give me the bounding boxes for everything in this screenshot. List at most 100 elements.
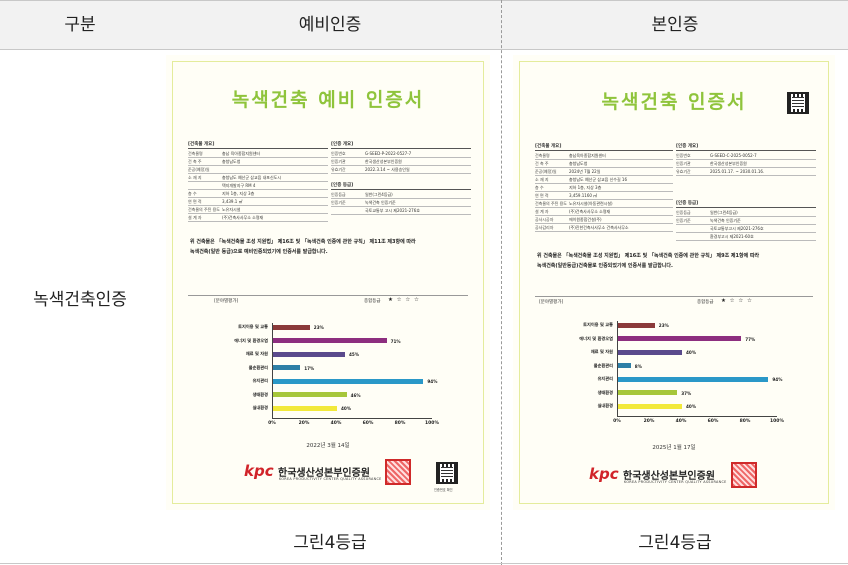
info-value: G-SEED-P-2022-0527-7	[365, 151, 412, 156]
certificate-frame	[519, 61, 829, 504]
certificate-frame	[172, 61, 484, 504]
info-value: 환경부고시 제2021-60호	[710, 234, 754, 239]
info-row: 소 재 지 충청남도 예산군 삽교읍 내포신도시	[188, 174, 328, 182]
category-label: 생태환경	[252, 391, 268, 397]
x-tick-label: 20%	[643, 418, 655, 424]
info-row: 건 축 주 충청남도청	[188, 158, 328, 166]
bar-value-label: 40%	[686, 404, 697, 409]
column-divider	[501, 0, 502, 565]
info-row: 층 수 지하 1층, 지상 3층	[535, 184, 673, 192]
info-key	[331, 207, 365, 214]
table-bottom-border	[0, 563, 848, 564]
info-value: 노유자시설	[222, 207, 241, 212]
info-key: 소 재 지	[188, 175, 202, 180]
bar	[273, 378, 424, 384]
main-grade: 그린4등급	[638, 533, 712, 553]
bar-value-label: 23%	[313, 325, 324, 330]
info-key: 공사시공자	[535, 217, 554, 222]
info-value: 충청남도청	[569, 161, 588, 166]
org-name-en: KOREA PRODUCTIVITY CENTER QUALITY ASSURA…	[279, 477, 382, 481]
info-value: 2022.3.14 ~ 사용승인일	[365, 167, 410, 172]
info-key: 공사감리자	[535, 225, 554, 230]
info-row: 유효기간 2022.3.14 ~ 사용승인일	[331, 166, 471, 174]
bar	[273, 392, 347, 397]
category-label: 실내환경	[252, 405, 268, 410]
header-prelim: 예비인증	[298, 15, 362, 35]
info-value: 국토교통부고시 제2021-276호	[710, 226, 764, 231]
bar	[618, 336, 742, 341]
info-value: 한국생산성본부인증원	[710, 161, 747, 166]
row-label: 녹색건축인증	[33, 290, 127, 310]
info-key: 소 재 지	[535, 177, 549, 182]
info-row: 국토교통부 고시 제2021-276호	[331, 207, 471, 215]
bar-value-label: 77%	[745, 336, 756, 342]
cert-info-title: [인증 개요]	[676, 143, 816, 151]
info-value: 일반(그린4등급)	[710, 210, 738, 215]
info-value: 충청남도 예산군 삽교읍 신수길 16	[569, 177, 628, 182]
info-key	[188, 182, 222, 189]
overall-grade-label: 종합등급	[697, 300, 714, 305]
info-key: 인증기준	[676, 218, 691, 223]
building-info-title: [건축물 개요]	[188, 141, 328, 149]
info-value: 2024년 7월 22일	[569, 169, 601, 174]
info-row: 인증번호 G-SEED-P-2022-0527-7	[331, 150, 471, 158]
bar-value-label: 40%	[341, 406, 352, 411]
info-key: 인증등급	[676, 210, 691, 215]
grade-info-title: [인증 등급]	[676, 200, 816, 208]
main-evaluation-chart: 토지이용 및 교통 23% 에너지 및 환경오염 77% 재료 및 자원 40% 물순환관리…	[513, 315, 835, 430]
section-label: [분야별평가]	[214, 299, 239, 304]
info-row: 유효기간 2025.01.17. ~ 2030.01.16.	[676, 168, 816, 176]
info-value: 충남육아종합지원센터	[569, 153, 606, 158]
header-category: 구분	[64, 15, 96, 35]
official-seal-icon	[385, 459, 411, 485]
info-key: 건축물의 주된 용도	[535, 201, 567, 206]
issue-date: 2022년 3월 14일	[306, 443, 350, 449]
grade-info-title: [인증 등급]	[331, 182, 471, 190]
prelim-evaluation-chart: 토지이용 및 교통 23% 에너지 및 환경오염 71% 재료 및 자원 45% 물순환관리…	[166, 317, 490, 432]
x-tick-label: 20%	[298, 420, 310, 426]
building-info: [건축물 개요] 건축물명 충남 육아종합지원센터 건 축 주 충청남도청 준공(예정)…	[188, 141, 328, 222]
prelim-grade: 그린4등급	[293, 533, 367, 553]
info-row: 인증기관 한국생산성본부인증원	[676, 160, 816, 168]
info-key: 설 계 자	[188, 215, 202, 220]
bar	[273, 405, 337, 411]
org-name-en: KOREA PRODUCTIVITY CENTER QUALITY ASSURA…	[624, 480, 727, 484]
info-value: 일반(그린4등급)	[365, 192, 393, 197]
info-row: 설 계 자 (주)건축사사무소 소명재	[535, 208, 673, 216]
info-row: 건축물명 충남 육아종합지원센터	[188, 150, 328, 158]
bar	[273, 338, 387, 343]
info-value: 3,439.1 ㎡	[222, 199, 243, 204]
x-axis-line	[272, 417, 432, 419]
y-axis-line	[617, 321, 618, 416]
bar-value-label: 17%	[304, 365, 315, 371]
bar	[618, 322, 655, 328]
info-row: 소 재 지 충청남도 예산군 삽교읍 신수길 16	[535, 176, 673, 184]
org-name: 한국생산성본부인증원	[278, 468, 370, 479]
info-row: 인증기준 녹색건축 인증기준	[676, 217, 816, 225]
info-row: 택지개발지구 RM 4	[188, 182, 328, 190]
info-value: 충청남도청	[222, 159, 241, 164]
info-row: 국토교통부고시 제2021-276호	[676, 225, 816, 233]
info-key	[676, 233, 710, 240]
category-label: 재료 및 자원	[245, 351, 268, 356]
main-certificate: 녹색건축 인증서 [건축물 개요] 건축물명 충남육아종합지원센터 건 축 주 충청남…	[513, 55, 835, 510]
info-value: 노유자시설(아동관련시설)	[569, 201, 613, 206]
info-row: 건축물의 주된 용도 노유자시설	[188, 206, 328, 214]
category-label: 물순환관리	[593, 362, 613, 368]
info-row: 준공(예정)일	[188, 166, 328, 174]
category-label: 물순환관리	[248, 364, 268, 370]
bar	[618, 349, 682, 355]
bar	[273, 324, 310, 330]
x-tick-label: 0%	[268, 420, 276, 426]
category-label: 토지이용 및 교통	[583, 322, 613, 327]
certificate-title: 녹색건축 예비 인증서	[231, 89, 425, 111]
info-key: 준공(예정)일	[535, 169, 557, 174]
bar	[618, 390, 678, 395]
info-value: (주)건축사사무소 소명재	[569, 209, 611, 214]
category-label: 유지관리	[252, 378, 268, 383]
info-row: 인증기관 한국생산성본부인증원	[331, 158, 471, 166]
bar-value-label: 94%	[427, 379, 438, 384]
info-value: 2025.01.17. ~ 2030.01.16.	[710, 169, 765, 174]
info-key: 층 수	[188, 191, 197, 196]
info-value: G-SEED-C-2025-0052-7	[710, 153, 757, 158]
